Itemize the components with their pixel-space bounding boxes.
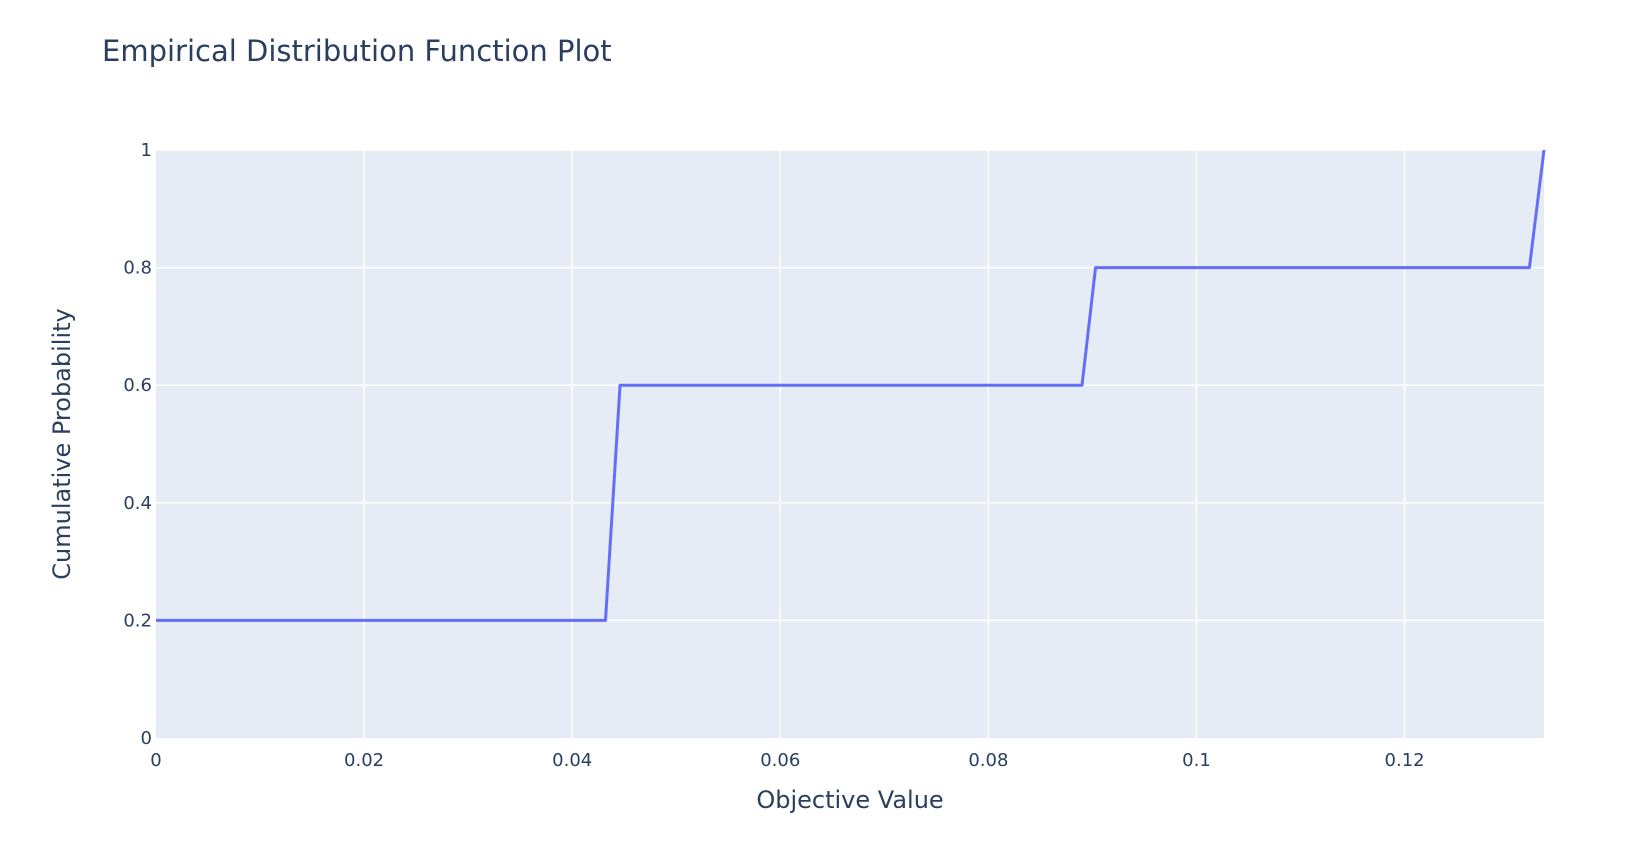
y-gridlines: [156, 149, 1544, 622]
y-axis-title: Cumulative Probability: [48, 308, 76, 579]
series-layer: [156, 149, 1546, 622]
x-tick-label: 0.06: [760, 750, 800, 771]
y-tick-label: 0: [141, 728, 152, 749]
y-tick-label: 0.8: [123, 258, 152, 279]
x-tick-label: 0.1: [1182, 750, 1211, 771]
chart-title: Empirical Distribution Function Plot: [102, 34, 612, 68]
x-tick-label: 0: [150, 750, 161, 771]
x-tick-label: 0.08: [968, 750, 1008, 771]
plot-area: [156, 150, 1544, 738]
y-tick-label: 0.4: [123, 493, 152, 514]
y-tick-label: 0.2: [123, 610, 152, 631]
x-axis-title: Objective Value: [756, 786, 943, 814]
x-gridlines: [363, 150, 1406, 738]
y-tick-label: 0.6: [123, 375, 152, 396]
x-tick-labels: 0 0.02 0.04 0.06 0.08 0.1 0.12: [150, 750, 1424, 771]
y-tick-labels: 0 0.2 0.4 0.6 0.8 1: [123, 140, 152, 749]
y-tick-label: 1: [141, 140, 152, 161]
x-tick-label: 0.04: [552, 750, 592, 771]
x-tick-label: 0.02: [344, 750, 384, 771]
x-tick-label: 0.12: [1385, 750, 1425, 771]
series-line: [156, 149, 1546, 622]
